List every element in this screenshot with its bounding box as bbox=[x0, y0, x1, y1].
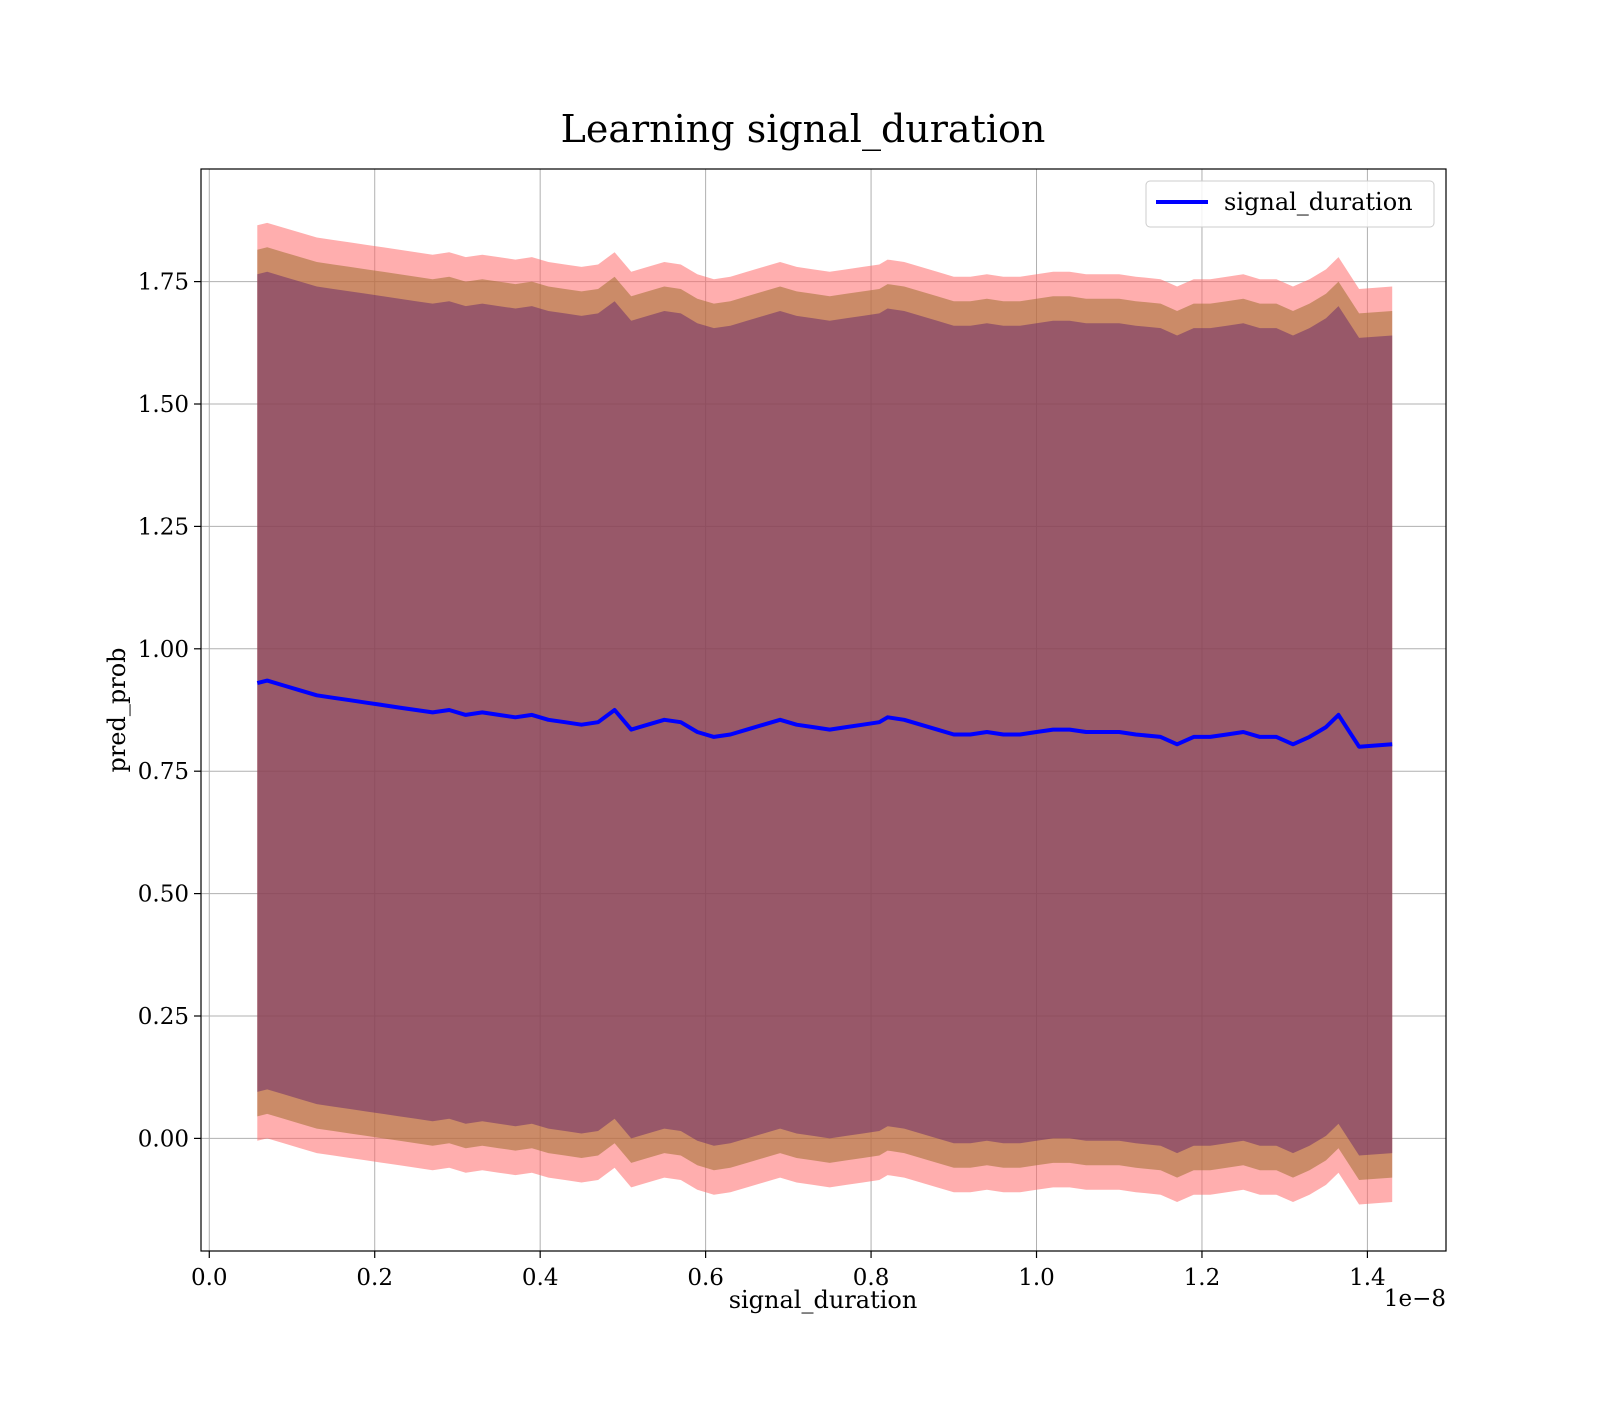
x-tick-label: 0.4 bbox=[522, 1265, 559, 1291]
y-tick-label: 1.50 bbox=[138, 392, 189, 418]
confidence-band-2 bbox=[257, 247, 1393, 1181]
x-tick-label: 0.0 bbox=[191, 1265, 228, 1291]
chart-title: Learning signal_duration bbox=[561, 107, 1046, 152]
y-tick-label: 1.25 bbox=[138, 514, 189, 540]
x-axis-label: signal_duration bbox=[729, 1286, 918, 1314]
y-axis-label: pred_prob bbox=[103, 647, 131, 772]
confidence-band-3 bbox=[257, 271, 1393, 1156]
y-tick-label: 0.00 bbox=[138, 1126, 189, 1152]
x-tick-label: 1.2 bbox=[1184, 1265, 1221, 1291]
legend-label: signal_duration bbox=[1224, 188, 1413, 216]
x-tick-label: 0.8 bbox=[853, 1265, 890, 1291]
y-tick-label: 0.25 bbox=[138, 1004, 189, 1030]
x-tick-label: 0.6 bbox=[687, 1265, 724, 1291]
axis-ticks: 0.0 0.2 0.4 0.6 0.8 1.0 1.2 1.4 0.00 0.25 0.50 0.75… bbox=[138, 270, 1386, 1291]
legend: signal_duration bbox=[1145, 180, 1435, 228]
y-tick-label: 1.00 bbox=[138, 637, 189, 663]
plot-frame bbox=[200, 168, 1447, 1252]
x-tick-label: 1.0 bbox=[1018, 1265, 1055, 1291]
x-tick-label: 0.2 bbox=[356, 1265, 393, 1291]
y-tick-label: 0.50 bbox=[138, 882, 189, 908]
confidence-bands bbox=[257, 222, 1393, 1205]
x-offset-label: 1e−8 bbox=[1384, 1286, 1446, 1312]
series-line-signal-duration bbox=[256, 678, 1393, 749]
legend-box bbox=[1145, 180, 1435, 228]
x-tick-label: 1.4 bbox=[1349, 1265, 1386, 1291]
y-tick-label: 0.75 bbox=[138, 759, 189, 785]
y-tick-label: 1.75 bbox=[138, 270, 189, 296]
series-lines bbox=[256, 678, 1393, 749]
